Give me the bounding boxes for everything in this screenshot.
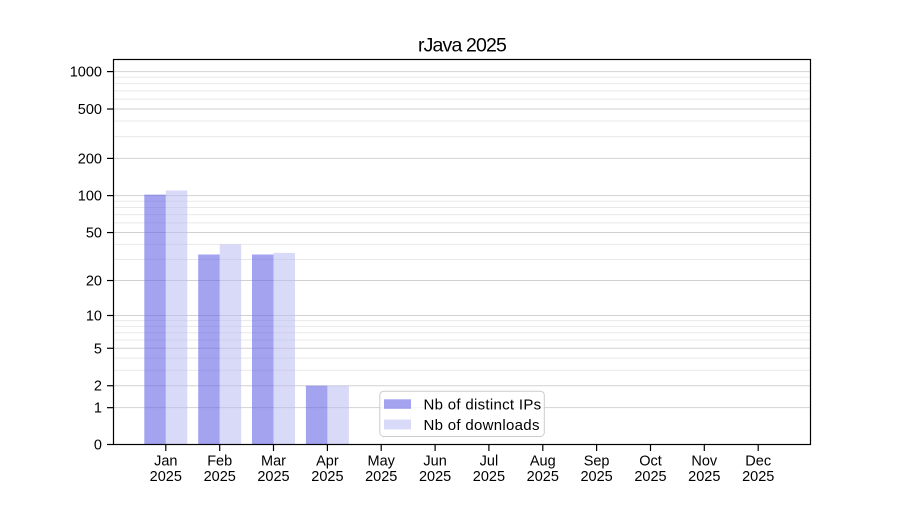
svg-text:2025: 2025 <box>365 469 397 485</box>
svg-text:1000: 1000 <box>70 65 102 81</box>
svg-text:2025: 2025 <box>419 469 451 485</box>
svg-text:20: 20 <box>86 274 102 290</box>
svg-text:2025: 2025 <box>204 469 236 485</box>
svg-text:Oct: Oct <box>639 454 662 470</box>
svg-text:2025: 2025 <box>311 469 343 485</box>
svg-text:Nb of distinct IPs: Nb of distinct IPs <box>424 396 542 413</box>
svg-text:May: May <box>367 454 395 470</box>
svg-text:Mar: Mar <box>261 454 286 470</box>
svg-text:2025: 2025 <box>527 469 559 485</box>
svg-text:Feb: Feb <box>207 454 232 470</box>
svg-text:Aug: Aug <box>530 454 556 470</box>
svg-text:100: 100 <box>78 189 102 205</box>
svg-text:5: 5 <box>94 341 102 357</box>
svg-text:2: 2 <box>94 379 102 395</box>
svg-text:500: 500 <box>78 102 102 118</box>
svg-text:Nb of downloads: Nb of downloads <box>424 417 540 434</box>
svg-text:2025: 2025 <box>688 469 720 485</box>
svg-text:rJava 2025: rJava 2025 <box>418 35 507 57</box>
svg-text:Nov: Nov <box>691 454 718 470</box>
svg-text:2025: 2025 <box>742 469 774 485</box>
svg-text:0: 0 <box>94 438 102 454</box>
svg-text:200: 200 <box>78 151 102 167</box>
svg-text:2025: 2025 <box>257 469 289 485</box>
svg-text:Jan: Jan <box>154 454 177 470</box>
svg-text:Sep: Sep <box>584 454 610 470</box>
svg-text:1: 1 <box>94 401 102 417</box>
svg-text:2025: 2025 <box>634 469 666 485</box>
svg-text:2025: 2025 <box>580 469 612 485</box>
svg-text:Jul: Jul <box>480 454 499 470</box>
svg-text:10: 10 <box>86 309 102 325</box>
svg-text:Jun: Jun <box>423 454 446 470</box>
svg-text:Dec: Dec <box>745 454 771 470</box>
svg-text:Apr: Apr <box>316 454 339 470</box>
svg-text:2025: 2025 <box>473 469 505 485</box>
svg-text:2025: 2025 <box>150 469 182 485</box>
svg-text:50: 50 <box>86 226 102 242</box>
